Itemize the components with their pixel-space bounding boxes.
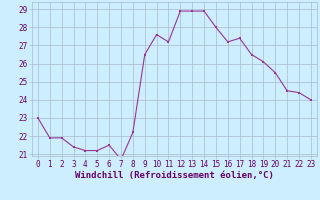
X-axis label: Windchill (Refroidissement éolien,°C): Windchill (Refroidissement éolien,°C) [75,171,274,180]
